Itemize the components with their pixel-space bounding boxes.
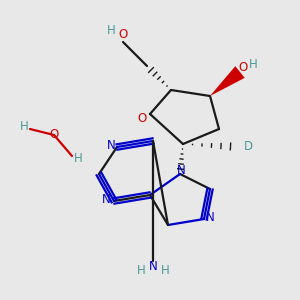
- Polygon shape: [210, 66, 245, 96]
- Text: O: O: [50, 128, 58, 142]
- Text: H: H: [106, 23, 116, 37]
- Text: O: O: [238, 61, 247, 74]
- Text: N: N: [148, 260, 158, 274]
- Text: N: N: [177, 164, 186, 177]
- Text: O: O: [118, 28, 127, 41]
- Text: H: H: [160, 263, 169, 277]
- Text: N: N: [102, 193, 111, 206]
- Text: N: N: [206, 211, 214, 224]
- Text: H: H: [249, 58, 258, 71]
- Text: O: O: [138, 112, 147, 125]
- Text: H: H: [74, 152, 82, 166]
- Text: N: N: [106, 139, 116, 152]
- Text: D: D: [244, 140, 253, 153]
- Text: H: H: [136, 263, 146, 277]
- Text: H: H: [20, 119, 28, 133]
